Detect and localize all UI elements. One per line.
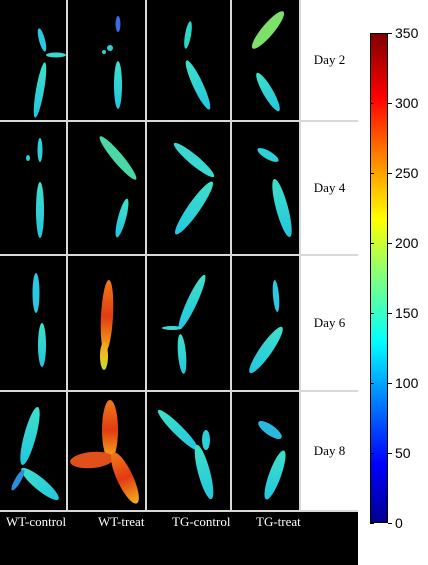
row-label-cell: Day 4: [301, 122, 358, 254]
grid-divider: [0, 510, 358, 512]
row-day6-images: [32, 273, 283, 374]
column-label: WT-control: [6, 514, 67, 529]
colorbar-tick-label: 250: [395, 165, 419, 181]
colorbar-tick-label: 0: [395, 515, 403, 531]
row-label-cell: Day 2: [301, 0, 358, 120]
colorbar-tick: [388, 522, 392, 524]
colorbar-tick-label: 200: [395, 235, 419, 251]
colorbar-tick: [370, 102, 374, 104]
grid-divider: [0, 120, 358, 122]
column-label: TG-control: [172, 514, 231, 529]
colorbar-tick-label: 100: [395, 375, 419, 391]
grid-divider: [0, 390, 358, 392]
row-day4-images: [26, 136, 292, 238]
row-day2-images: [33, 11, 285, 118]
grid-divider: [145, 0, 147, 512]
row-label: Day 4: [313, 180, 346, 195]
colorbar-tick-label: 350: [395, 25, 419, 41]
column-label: WT-treat: [98, 514, 145, 529]
grid-divider: [230, 0, 232, 512]
image-grid: Day 2 Day 4 Day 6 Day 8 WT-control WT-tr…: [0, 0, 358, 565]
colorbar-tick: [370, 452, 374, 454]
colorbar-tick: [370, 32, 374, 34]
row-label: Day 8: [313, 443, 346, 458]
colorbar-tick: [370, 312, 374, 314]
colorbar-tick-label: 50: [395, 445, 411, 461]
colorbar: [370, 33, 388, 523]
row-label: Day 2: [313, 52, 346, 67]
row-day8-images: [11, 400, 286, 504]
colorbar-tick: [388, 452, 392, 454]
colorbar-tick-label: 300: [395, 95, 419, 111]
row-label: Day 6: [313, 315, 346, 330]
colorbar-tick: [370, 242, 374, 244]
grid-divider: [0, 254, 358, 256]
fluorescence-images: [11, 11, 292, 504]
grid-divider: [66, 0, 68, 512]
row-label-cell: Day 6: [301, 256, 358, 390]
colorbar-tick: [370, 522, 374, 524]
colorbar-tick: [370, 382, 374, 384]
colorbar-tick: [388, 242, 392, 244]
colorbar-tick: [388, 32, 392, 34]
colorbar-tick: [388, 102, 392, 104]
column-label: TG-treat: [256, 514, 301, 529]
colorbar-tick: [370, 172, 374, 174]
colorbar-tick: [388, 312, 392, 314]
colorbar-tick-label: 150: [395, 305, 419, 321]
colorbar-tick: [388, 382, 392, 384]
colorbar-tick: [388, 172, 392, 174]
row-label-cell: Day 8: [301, 392, 358, 510]
grid-divider: [299, 0, 301, 512]
